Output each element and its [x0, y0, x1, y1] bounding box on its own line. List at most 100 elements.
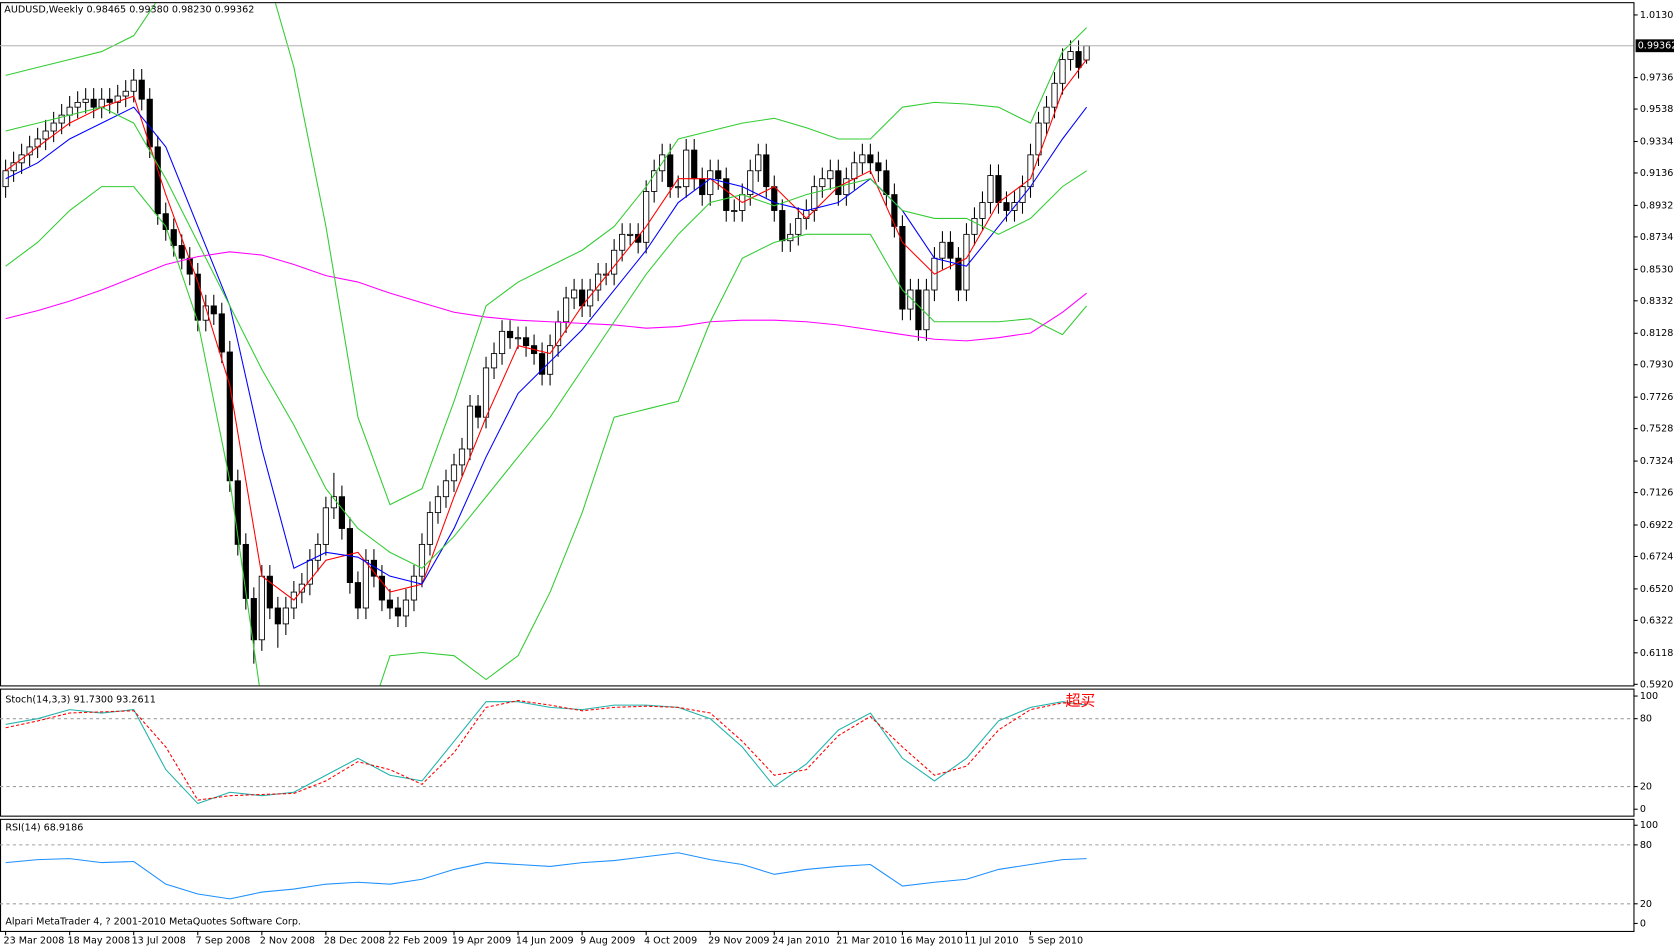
candle-body: [939, 241, 946, 259]
candle-body: [138, 79, 145, 100]
candle-body: [522, 337, 530, 347]
stoch-pane: [0, 688, 1635, 817]
candle-body: [875, 162, 882, 172]
candle-body: [386, 599, 394, 609]
candle-body: [851, 162, 858, 180]
indicator-line: [5, 186, 1088, 686]
candle-body: [1027, 154, 1034, 188]
candle-body: [354, 582, 362, 609]
candle-body: [627, 233, 634, 236]
x-tick-label: 28 Dec 2008: [324, 936, 385, 947]
candle-body: [402, 599, 410, 617]
candle-body: [747, 170, 754, 196]
indicator-line: [5, 699, 1087, 801]
candle-body: [538, 353, 546, 375]
candle-body: [42, 130, 49, 140]
y-tick-label: 100: [1640, 820, 1658, 831]
candle-body: [514, 337, 522, 340]
stoch-title: Stoch(14,3,3) 91.7300 93.2611: [5, 694, 156, 705]
candle-body: [266, 575, 273, 609]
y-tick-label: 20: [1640, 899, 1652, 910]
indicator-line: [5, 852, 1087, 900]
y-tick-label: 0: [1640, 918, 1646, 929]
candle-body: [571, 289, 578, 299]
candle-body: [202, 305, 209, 321]
indicator-line: [5, 251, 1087, 342]
candle-body: [779, 210, 786, 242]
candle-body: [178, 245, 185, 259]
candle-body: [923, 289, 930, 331]
x-tick-label: 16 May 2010: [900, 936, 963, 947]
candle-body: [490, 353, 498, 369]
y-tick-label: 80: [1640, 840, 1652, 851]
candle-body: [50, 122, 57, 132]
candle-body: [603, 273, 610, 276]
candle-body: [635, 233, 642, 243]
x-tick-label: 7 Sep 2008: [196, 936, 251, 947]
candle-body: [835, 170, 842, 196]
candle-body: [811, 186, 818, 211]
x-tick-label: 4 Oct 2009: [644, 936, 697, 947]
candle-body: [498, 330, 506, 355]
candle-body: [667, 154, 674, 188]
main-pane: [0, 2, 1635, 687]
main-title: AUDUSD,Weekly 0.98465 0.99380 0.98230 0.…: [4, 5, 254, 16]
x-tick-label: 24 Jan 2010: [772, 936, 830, 947]
candle-body: [250, 598, 257, 641]
x-tick-label: 2 Nov 2008: [260, 936, 315, 947]
x-tick-label: 22 Feb 2009: [388, 936, 448, 947]
candle-body: [907, 289, 914, 310]
candle-body: [995, 175, 1002, 203]
candle-body: [122, 90, 129, 97]
y-tick-label: 0: [1640, 804, 1646, 815]
x-tick-label: 23 Mar 2008: [3, 936, 64, 947]
candle-body: [114, 95, 121, 103]
candle-body: [154, 146, 161, 215]
candle-body: [434, 496, 442, 514]
candle-body: [418, 543, 426, 577]
annotation: 超买: [1065, 691, 1095, 709]
candle-body: [546, 345, 554, 375]
candle-body: [474, 405, 482, 418]
candle-body: [979, 202, 986, 219]
candle-body: [755, 154, 762, 172]
candle-body: [859, 154, 866, 164]
candle-body: [683, 149, 690, 188]
candle-body: [210, 305, 217, 315]
candle-body: [442, 480, 450, 498]
candle-body: [258, 575, 265, 641]
candle-body: [883, 170, 890, 196]
candle-body: [394, 607, 402, 617]
x-tick-label: 13 Jul 2008: [132, 936, 186, 947]
candle-body: [170, 229, 177, 246]
x-tick-label: 19 Apr 2009: [452, 936, 511, 947]
candle-body: [827, 170, 834, 180]
candle-body: [611, 249, 618, 275]
candle-body: [867, 154, 874, 164]
candle-body: [338, 496, 345, 529]
indicator-line: [5, 59, 1088, 601]
candle-body: [322, 507, 329, 545]
last-price-box: [1635, 39, 1674, 53]
candle-body: [1075, 51, 1082, 68]
candle-body: [362, 559, 370, 609]
rsi-title: RSI(14) 68.9186: [5, 822, 83, 833]
candle-body: [1059, 59, 1066, 84]
candle-body: [643, 191, 650, 243]
candle-body: [675, 186, 682, 189]
candle-body: [1051, 82, 1058, 108]
